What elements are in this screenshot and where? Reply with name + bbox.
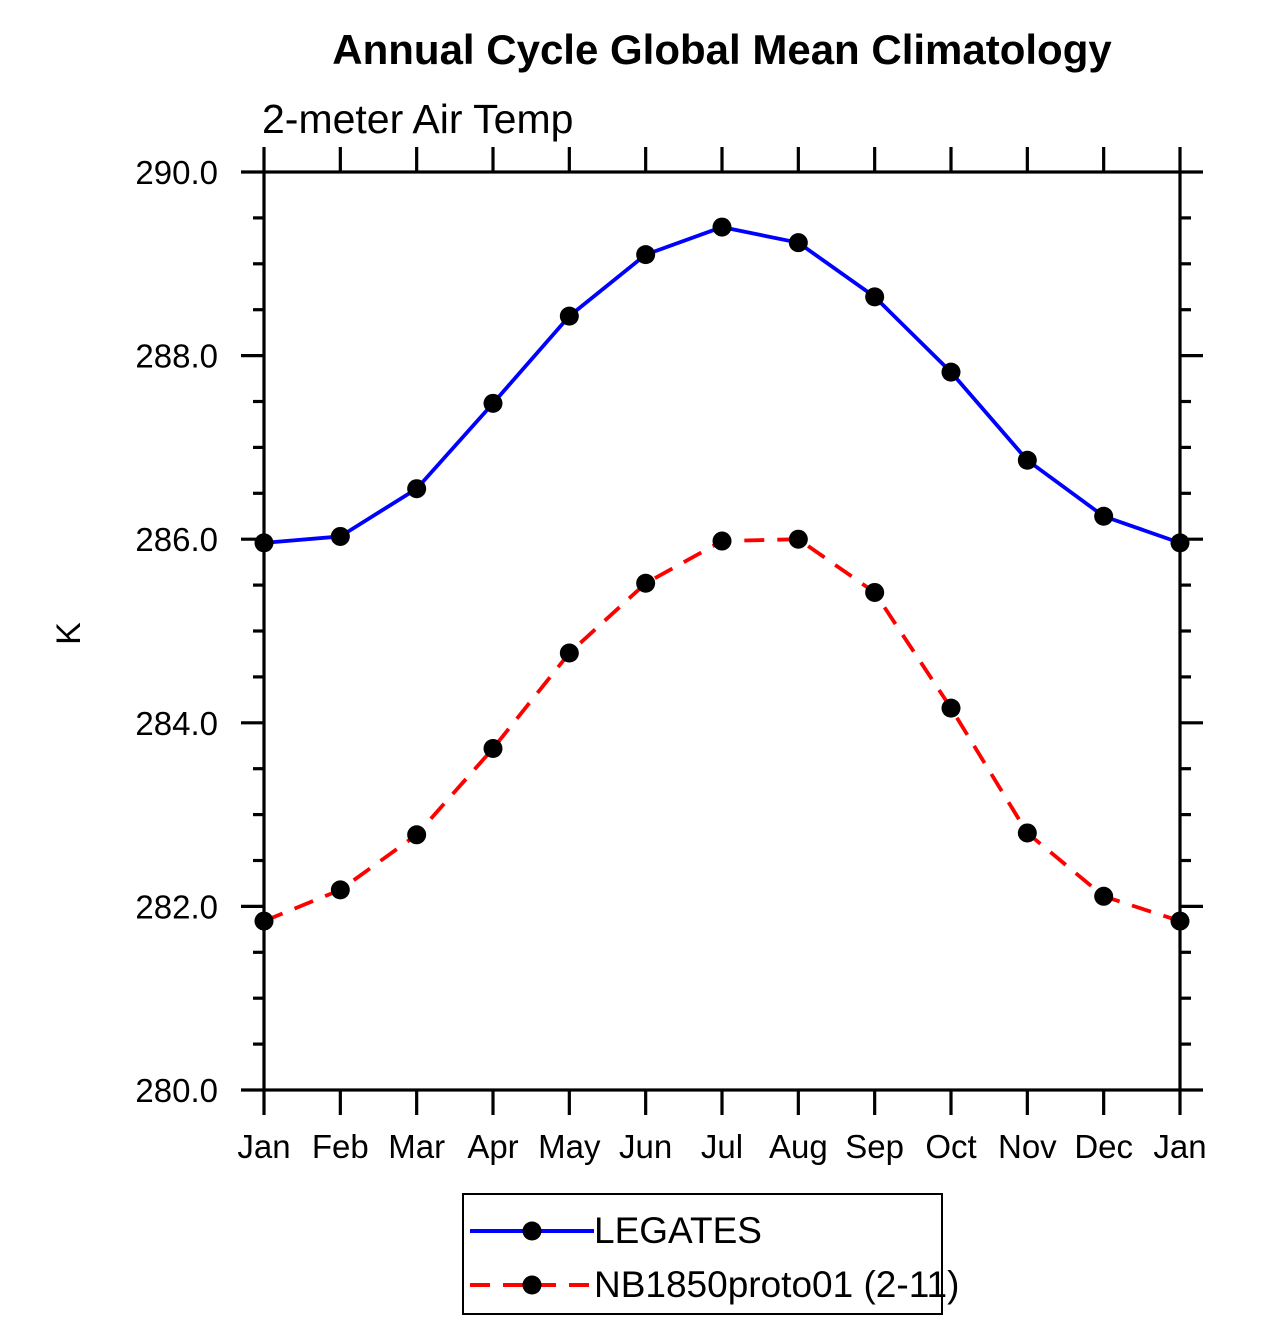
data-point-marker xyxy=(254,911,274,931)
data-point-marker xyxy=(407,479,427,499)
data-point-marker xyxy=(941,698,961,718)
data-point-marker xyxy=(712,531,732,551)
legend-marker-icon xyxy=(522,1275,542,1295)
y-axis-tick-label: 284.0 xyxy=(135,705,218,742)
x-axis-tick-label: Jun xyxy=(619,1128,672,1165)
x-axis-tick-label: Aug xyxy=(769,1128,828,1165)
y-axis-tick-label: 288.0 xyxy=(135,338,218,375)
x-axis-tick-label: Dec xyxy=(1074,1128,1133,1165)
data-point-marker xyxy=(559,643,579,663)
data-point-marker xyxy=(559,306,579,326)
y-axis-tick-label: 282.0 xyxy=(135,888,218,925)
data-point-marker xyxy=(1170,533,1190,553)
data-point-marker xyxy=(1170,911,1190,931)
data-point-marker xyxy=(330,526,350,546)
data-point-marker xyxy=(330,880,350,900)
chart-subtitle: 2-meter Air Temp xyxy=(262,96,574,142)
x-axis-tick-label: Sep xyxy=(845,1128,904,1165)
x-axis-tick-label: Feb xyxy=(312,1128,369,1165)
data-point-marker xyxy=(865,287,885,307)
data-point-marker xyxy=(941,362,961,382)
data-point-marker xyxy=(483,393,503,413)
data-point-marker xyxy=(254,533,274,553)
x-axis-tick-label: Jan xyxy=(1153,1128,1206,1165)
data-point-marker xyxy=(483,739,503,759)
x-axis-tick-label: Mar xyxy=(388,1128,445,1165)
y-axis-tick-label: 290.0 xyxy=(135,154,218,191)
data-point-marker xyxy=(636,245,656,265)
data-point-marker xyxy=(1017,450,1037,470)
x-axis-tick-label: Jul xyxy=(701,1128,743,1165)
data-point-marker xyxy=(788,233,808,253)
y-axis-tick-label: 280.0 xyxy=(135,1072,218,1109)
legend-marker-icon xyxy=(522,1221,542,1241)
x-axis-tick-label: May xyxy=(538,1128,601,1165)
legend-line-sample-legates xyxy=(470,1221,594,1241)
data-point-marker xyxy=(712,217,732,237)
legend-line-sample-nb1850 xyxy=(470,1275,594,1295)
data-point-marker xyxy=(865,582,885,602)
x-axis-tick-label: Jan xyxy=(237,1128,290,1165)
legend-label-legates: LEGATES xyxy=(594,1210,762,1251)
x-axis-tick-label: Oct xyxy=(925,1128,976,1165)
legend: LEGATES NB1850proto01 (2-11) xyxy=(462,1193,959,1315)
series-line-solid xyxy=(263,225,1181,545)
data-point-marker xyxy=(1094,886,1114,906)
x-axis-tick-label: Nov xyxy=(998,1128,1057,1165)
data-point-marker xyxy=(788,529,808,549)
data-point-marker xyxy=(407,825,427,845)
data-point-marker xyxy=(1017,823,1037,843)
legend-label-nb1850: NB1850proto01 (2-11) xyxy=(594,1264,960,1305)
y-axis-tick-label: 286.0 xyxy=(135,521,218,558)
data-point-marker xyxy=(636,573,656,593)
chart-title: Annual Cycle Global Mean Climatology xyxy=(332,26,1112,73)
plot-frame xyxy=(262,170,1182,1092)
data-point-marker xyxy=(1094,506,1114,526)
x-axis-tick-label: Apr xyxy=(467,1128,518,1165)
series-line-dashed xyxy=(263,537,1181,923)
